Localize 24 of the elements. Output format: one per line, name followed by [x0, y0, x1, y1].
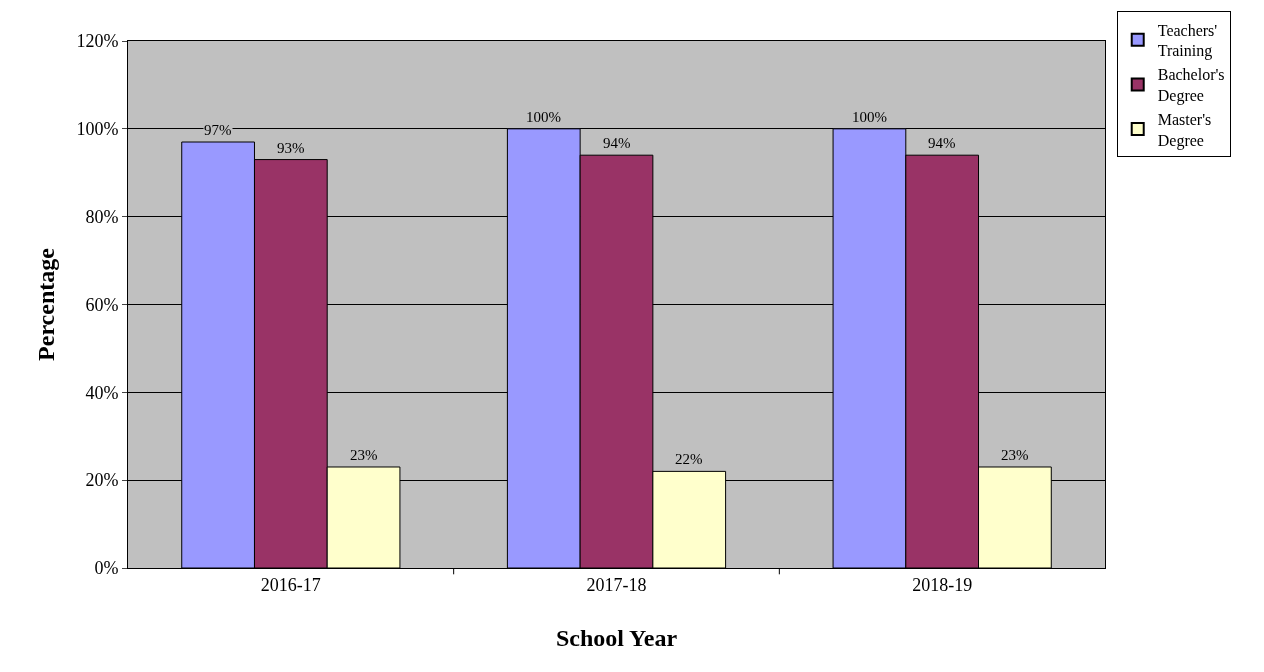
y-tick-label: 100% — [76, 119, 119, 140]
data-label: 22% — [675, 451, 703, 467]
data-label: 94% — [928, 135, 956, 151]
data-label: 94% — [603, 135, 631, 151]
x-axis-title: School Year — [555, 624, 678, 651]
data-label: 93% — [277, 140, 305, 156]
data-label: 100% — [526, 109, 561, 125]
y-tick-label: 60% — [85, 294, 119, 315]
legend-label: Bachelor's Degree — [1157, 66, 1225, 106]
data-label: 100% — [852, 109, 887, 125]
data-label: 23% — [1001, 447, 1029, 463]
y-tick-label: 20% — [85, 470, 119, 491]
y-tick-label: 0% — [94, 558, 119, 579]
x-tick-label: 2017-18 — [586, 574, 647, 595]
y-tick-label: 120% — [76, 31, 119, 52]
legend-label: Teachers' Training — [1157, 21, 1218, 61]
y-tick-label: 40% — [85, 382, 119, 403]
data-label: 23% — [350, 447, 378, 463]
x-tick-label: 2016-17 — [260, 574, 321, 595]
y-axis-title: Percentage — [32, 247, 59, 361]
x-tick-label: 2018-19 — [912, 574, 973, 595]
legend-label: Master's Degree — [1157, 110, 1212, 150]
data-label: 97% — [204, 122, 232, 138]
y-tick-label: 80% — [85, 206, 119, 227]
